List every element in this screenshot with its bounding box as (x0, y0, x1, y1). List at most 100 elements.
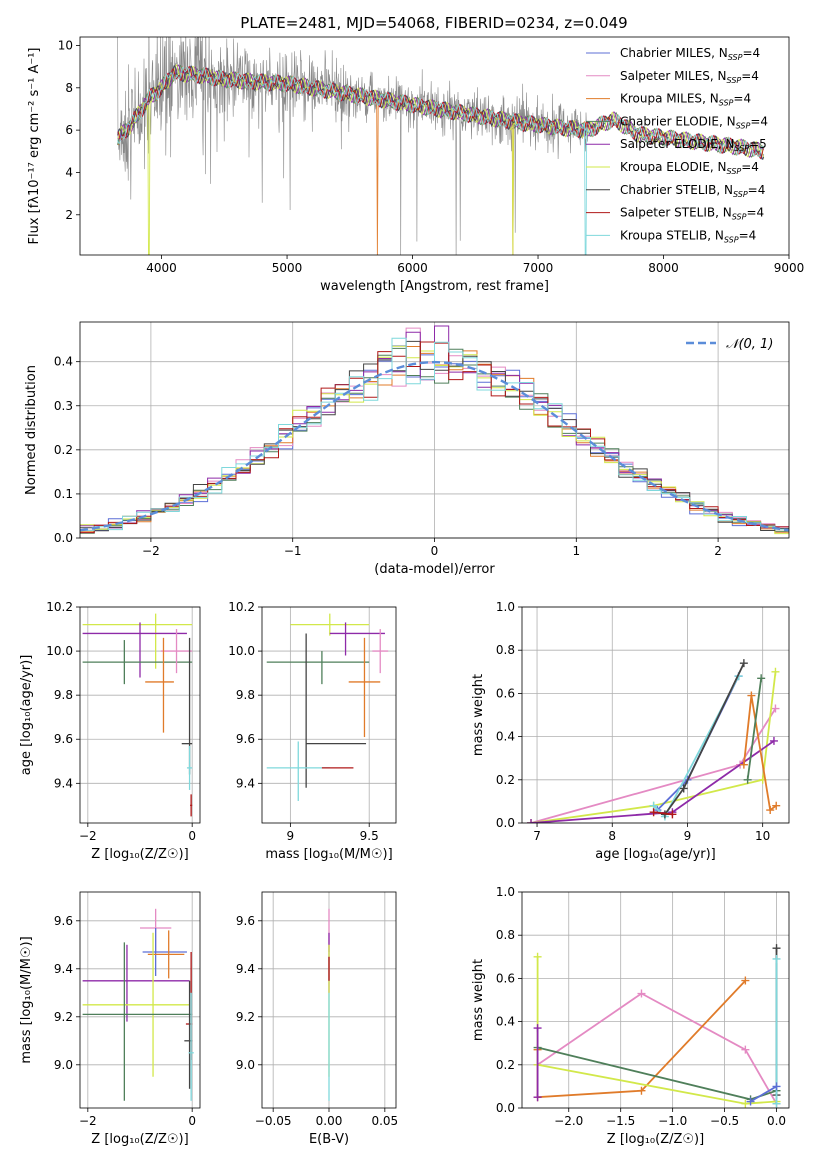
y-tick-label: 9.4 (236, 776, 255, 790)
plot-area (82, 613, 193, 817)
weight-marker (769, 736, 778, 745)
y-tick-label: 8 (65, 81, 73, 95)
x-tick-label: −2 (142, 544, 160, 558)
y-tick-label: 9.2 (236, 1010, 255, 1024)
y-tick-label: 0.4 (496, 730, 515, 744)
plot-area (533, 944, 781, 1108)
x-tick-label: −1.5 (606, 1114, 635, 1128)
weight-marker (649, 808, 658, 817)
weight-marker (772, 1099, 781, 1108)
axes-frame (521, 606, 790, 824)
y-tick-label: 9.6 (236, 914, 255, 928)
x-tick-label: 9.5 (360, 829, 379, 843)
legend-label: Salpeter ELODIE, NSSP=5 (620, 137, 767, 153)
axes-z-mass: −2 0 9.0 9.2 9.4 9.6 Z [log₁₀(Z/Z☉)] mass [log₁… (19, 891, 201, 1147)
weight-marker (741, 1099, 750, 1108)
plot-area (80, 325, 789, 535)
y-tick-label: 10.2 (228, 600, 255, 614)
x-tick-label: 0 (431, 544, 439, 558)
weight-series (746, 678, 763, 780)
y-tick-label: 0.6 (496, 971, 515, 985)
x-tick-label: −2 (79, 1114, 97, 1128)
errorbar-point (160, 629, 193, 674)
y-axis-label: mass weight (471, 959, 486, 1041)
weight-series (530, 671, 777, 823)
x-tick-label: −2.0 (554, 1114, 583, 1128)
weight-series (656, 675, 740, 811)
plot-area (266, 613, 389, 801)
x-tick-label: 9000 (774, 261, 805, 275)
weight-marker (668, 810, 677, 819)
errorbar-point (82, 622, 187, 678)
errorbar-point (82, 640, 193, 685)
gaussian-curve (80, 360, 789, 532)
y-tick-label: 10 (58, 38, 73, 52)
errorbar-point (190, 794, 193, 817)
axes-frame (79, 891, 201, 1109)
legend-label: Kroupa STELIB, NSSP=4 (620, 228, 756, 244)
y-tick-label: 9.4 (236, 962, 255, 976)
x-tick-label: 0.00 (316, 1114, 343, 1128)
y-tick-label: 0.6 (496, 686, 515, 700)
y-axis-label: mass [log₁₀(M/M☉)] (19, 936, 34, 1063)
errorbar-point (186, 745, 193, 790)
x-tick-label: 2 (714, 544, 722, 558)
weight-marker (771, 704, 780, 713)
weight-marker (741, 976, 750, 985)
errorbar-point (142, 928, 187, 976)
errorbar-point (145, 637, 174, 733)
histogram-series (80, 337, 789, 531)
weight-marker (637, 989, 646, 998)
axes-frame (79, 36, 790, 256)
y-tick-label: 9.0 (54, 1058, 73, 1072)
legend-label: Salpeter STELIB, NSSP=4 (620, 206, 764, 222)
x-axis-label: age [log₁₀(age/yr)] (595, 847, 716, 862)
observed-spectrum (117, 37, 589, 255)
y-tick-label: 0.1 (54, 487, 73, 501)
x-tick-label: 6000 (397, 261, 428, 275)
x-axis-label: mass [log₁₀(M/M☉)] (265, 847, 392, 862)
errorbar-point (329, 622, 385, 656)
y-tick-label: 6 (65, 123, 73, 137)
weight-marker (527, 819, 536, 823)
y-tick-label: 9.4 (54, 962, 73, 976)
x-tick-label: 10 (755, 829, 770, 843)
weight-marker (747, 691, 756, 700)
y-tick-label: 9.2 (54, 1010, 73, 1024)
x-tick-label: 1 (572, 544, 580, 558)
weight-marker (637, 1086, 646, 1095)
axes-frame (261, 606, 397, 824)
x-tick-label: 9 (684, 829, 692, 843)
y-tick-label: 9.6 (54, 914, 73, 928)
x-axis-label: Z [log₁₀(Z/Z☉)] (91, 1132, 188, 1147)
errorbar-point (290, 613, 370, 636)
x-tick-label: 0 (188, 1114, 196, 1128)
x-axis-label: E(B-V) (309, 1132, 349, 1147)
axes-frame (261, 891, 397, 1109)
y-tick-label: 2 (65, 208, 73, 222)
y-tick-label: 0.4 (54, 355, 73, 369)
x-tick-label: 9 (287, 829, 295, 843)
weight-marker (757, 674, 766, 683)
errorbar-point (147, 930, 185, 979)
y-tick-label: 0.0 (496, 1101, 515, 1115)
y-tick-label: 1.0 (496, 885, 515, 899)
x-tick-label: 0.05 (371, 1114, 398, 1128)
legend-label: Chabrier ELODIE, NSSP=4 (620, 114, 768, 130)
errorbar-point (305, 633, 367, 788)
weight-marker (772, 954, 781, 963)
weight-marker (739, 760, 748, 769)
x-tick-label: −1 (284, 544, 302, 558)
y-tick-label: 0.8 (496, 928, 515, 942)
legend-label: Chabrier STELIB, NSSP=4 (620, 183, 765, 199)
legend: Chabrier MILES, NSSP=4 Salpeter MILES, NS… (586, 46, 768, 244)
weight-marker (771, 667, 780, 676)
errorbar-point (82, 932, 190, 1077)
errorbar-point (181, 637, 193, 775)
weight-marker (772, 1082, 781, 1091)
x-tick-label: 8000 (648, 261, 679, 275)
x-axis-label: Z [log₁₀(Z/Z☉)] (607, 1132, 704, 1147)
y-tick-label: 9.8 (236, 688, 255, 702)
x-tick-label: −0.05 (255, 1114, 292, 1128)
